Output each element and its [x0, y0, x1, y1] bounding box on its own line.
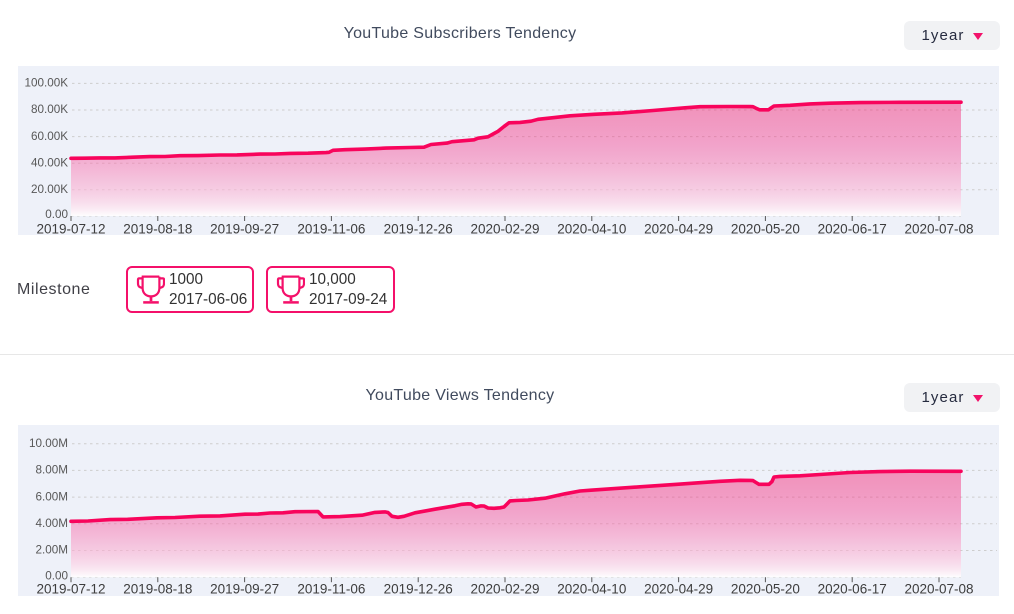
- svg-text:2019-11-06: 2019-11-06: [297, 582, 365, 596]
- svg-text:2019-07-12: 2019-07-12: [36, 582, 105, 596]
- svg-text:4.00M: 4.00M: [36, 517, 68, 530]
- svg-text:40.00K: 40.00K: [31, 156, 68, 169]
- svg-text:2020-07-08: 2020-07-08: [904, 221, 973, 235]
- svg-text:2019-12-26: 2019-12-26: [384, 582, 453, 596]
- svg-text:2019-11-06: 2019-11-06: [297, 221, 365, 235]
- svg-text:2019-09-27: 2019-09-27: [210, 221, 279, 235]
- svg-text:2.00M: 2.00M: [36, 544, 68, 557]
- svg-text:10.00M: 10.00M: [29, 437, 68, 450]
- svg-text:2020-04-10: 2020-04-10: [557, 221, 626, 235]
- svg-text:100.00K: 100.00K: [24, 77, 68, 90]
- svg-text:2020-04-29: 2020-04-29: [644, 582, 713, 596]
- svg-text:2019-07-12: 2019-07-12: [36, 221, 105, 235]
- svg-text:2020-02-29: 2020-02-29: [470, 221, 539, 235]
- svg-text:20.00K: 20.00K: [31, 183, 68, 196]
- svg-text:2019-12-26: 2019-12-26: [384, 221, 453, 235]
- svg-text:2019-09-27: 2019-09-27: [210, 582, 279, 596]
- svg-text:8.00M: 8.00M: [36, 464, 68, 477]
- svg-text:6.00M: 6.00M: [36, 490, 68, 503]
- svg-text:0.00: 0.00: [45, 208, 68, 221]
- svg-text:2020-04-29: 2020-04-29: [644, 221, 713, 235]
- svg-text:2019-08-18: 2019-08-18: [123, 221, 192, 235]
- svg-text:2020-02-29: 2020-02-29: [470, 582, 539, 596]
- svg-text:0.00: 0.00: [45, 569, 68, 582]
- svg-text:2020-07-08: 2020-07-08: [904, 582, 973, 596]
- svg-text:2020-06-17: 2020-06-17: [818, 582, 887, 596]
- svg-text:2020-05-20: 2020-05-20: [731, 582, 800, 596]
- svg-text:60.00K: 60.00K: [31, 130, 68, 143]
- svg-text:80.00K: 80.00K: [31, 103, 68, 116]
- svg-text:2020-05-20: 2020-05-20: [731, 221, 800, 235]
- svg-text:2020-06-17: 2020-06-17: [818, 221, 887, 235]
- svg-text:2020-04-10: 2020-04-10: [557, 582, 626, 596]
- svg-text:2019-08-18: 2019-08-18: [123, 582, 192, 596]
